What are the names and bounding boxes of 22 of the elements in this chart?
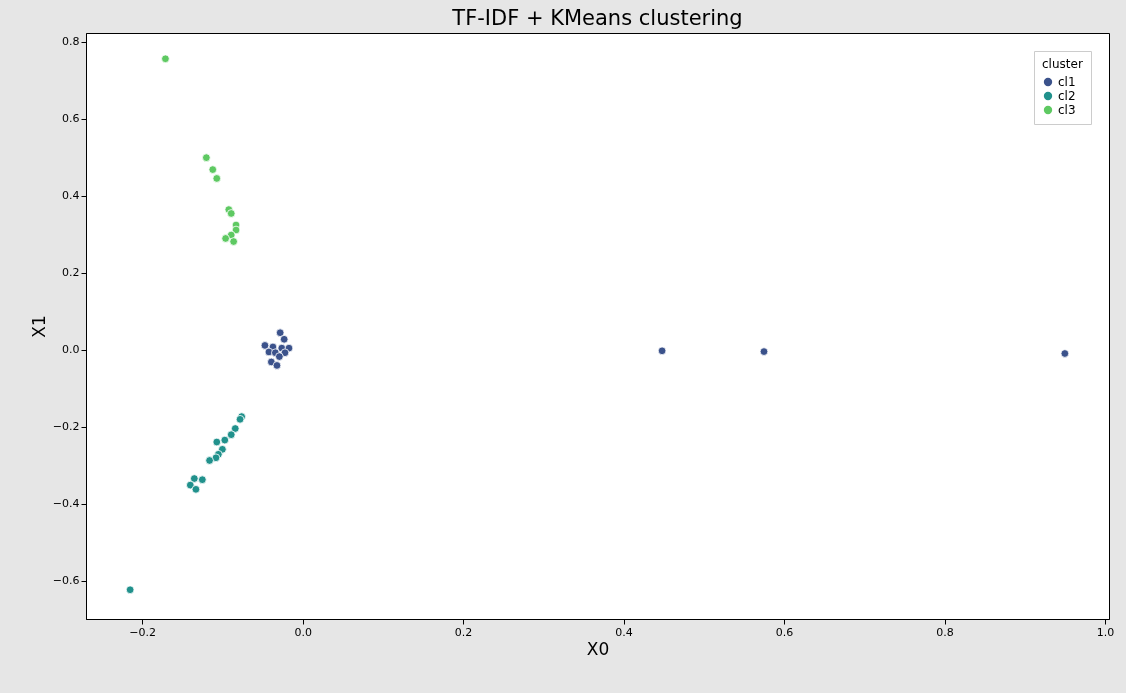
- legend-label: cl2: [1058, 89, 1076, 103]
- legend-label: cl3: [1058, 103, 1076, 117]
- x-axis-title: X0: [586, 638, 610, 659]
- y-tick-label: 0.0: [62, 343, 80, 357]
- x-tick-label: 0.0: [294, 625, 312, 639]
- x-tick-label: −0.2: [129, 625, 157, 639]
- y-tick-label: −0.6: [52, 574, 80, 588]
- y-tick-label: 0.2: [62, 266, 80, 280]
- x-tick-label: 1.0: [1096, 625, 1115, 639]
- x-tick-label: 0.2: [454, 625, 473, 639]
- chart-title: TF-IDF + KMeans clustering: [451, 6, 743, 30]
- y-tick-label: 0.6: [62, 112, 80, 126]
- y-tick-label: 0.8: [62, 35, 80, 49]
- y-tick-label: −0.2: [52, 420, 80, 434]
- x-tick-label: 0.4: [615, 625, 633, 639]
- y-tick-label: 0.4: [62, 189, 80, 203]
- y-tick-label: −0.4: [52, 497, 80, 511]
- x-tick-label: 0.8: [936, 625, 954, 639]
- legend-label: cl1: [1058, 75, 1076, 89]
- x-tick-label: 0.6: [775, 625, 794, 639]
- legend-title: cluster: [1042, 57, 1083, 71]
- y-axis-title: X1: [28, 315, 49, 338]
